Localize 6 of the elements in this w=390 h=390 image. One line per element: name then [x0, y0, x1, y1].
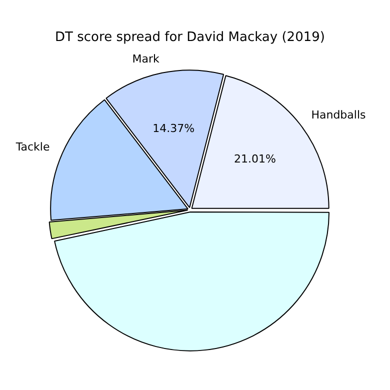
slice-label: Handballs — [311, 108, 366, 122]
data-label: 14.37% — [152, 122, 195, 136]
slice-label: Tackle — [14, 140, 50, 154]
chart-title: DT score spread for David Mackay (2019) — [55, 30, 325, 46]
slice-label: Mark — [132, 52, 160, 66]
data-label: 21.01% — [234, 152, 276, 166]
